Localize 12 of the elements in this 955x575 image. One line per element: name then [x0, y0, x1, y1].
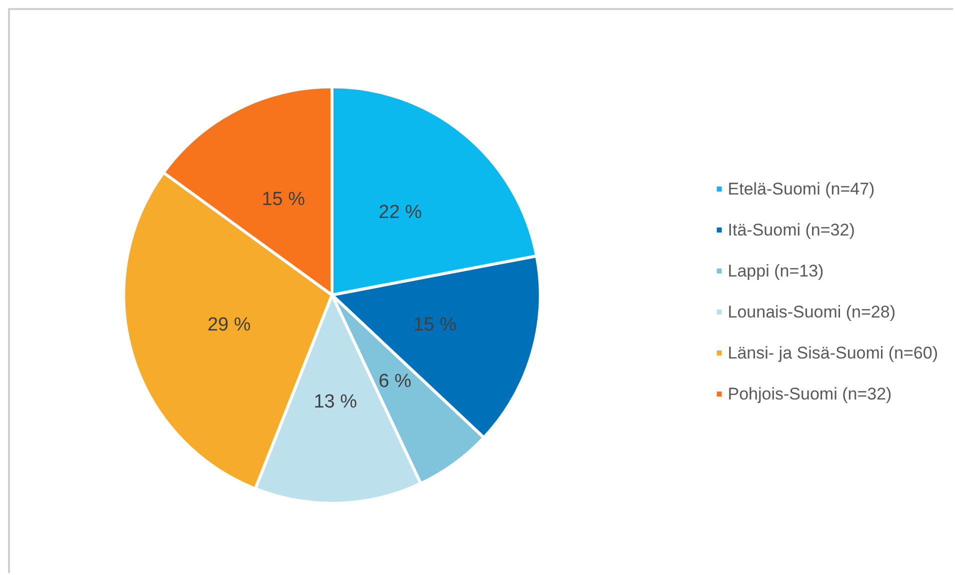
data-label: 22 %: [378, 202, 422, 223]
data-label: 29 %: [207, 314, 251, 336]
legend-label: Lappi (n=13): [728, 262, 824, 280]
legend-label: Länsi- ja Sisä-Suomi (n=60): [728, 344, 938, 362]
data-label: 15 %: [262, 189, 306, 210]
legend-label: Itä-Suomi (n=32): [728, 220, 855, 240]
data-label: 15 %: [413, 314, 457, 336]
legend-label: Pohjois-Suomi (n=32): [728, 384, 892, 404]
data-label: 6 %: [378, 371, 412, 392]
legend-label: Lounais-Suomi (n=28): [728, 302, 896, 322]
legend-label: Etelä-Suomi (n=47): [728, 180, 875, 198]
data-label: 13 %: [314, 392, 358, 413]
